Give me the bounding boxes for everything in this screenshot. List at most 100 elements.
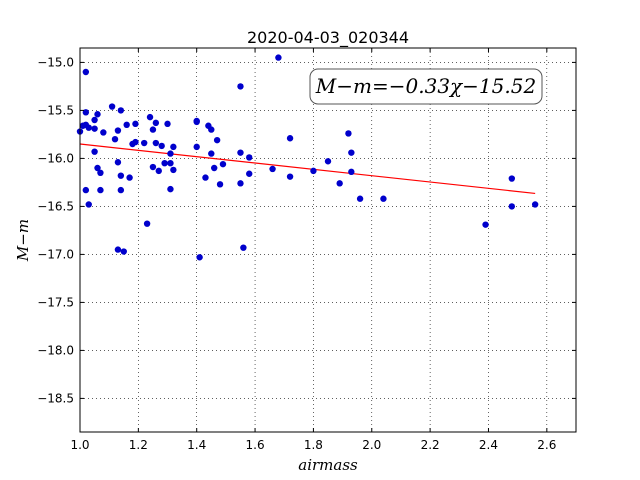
data-point [132, 120, 139, 128]
x-tick-label: 2.4 [479, 438, 498, 452]
data-point [193, 143, 200, 151]
data-point [85, 201, 92, 208]
y-tick-label: −17.5 [37, 295, 74, 309]
data-point [482, 221, 489, 228]
data-point [286, 135, 294, 142]
data-point [216, 181, 224, 188]
data-point [117, 186, 125, 194]
data-point [82, 186, 90, 194]
data-point [91, 125, 98, 132]
x-tick-label: 2.2 [421, 438, 440, 452]
y-tick-label: −16.5 [37, 199, 74, 213]
y-tick-label: −18.0 [37, 343, 74, 357]
y-tick-label: −18.5 [37, 391, 74, 405]
data-point [286, 173, 294, 180]
data-point [126, 174, 133, 181]
data-point [196, 254, 203, 261]
data-point [114, 127, 122, 134]
data-point [85, 124, 92, 131]
fit-equation: M−m=−0.33χ−15.52 [315, 74, 536, 98]
data-point [164, 120, 171, 128]
data-point [208, 150, 215, 157]
data-point [108, 103, 116, 110]
data-point [219, 160, 227, 168]
x-tick-label: 1.4 [187, 438, 206, 452]
data-point [82, 109, 90, 116]
data-point [170, 143, 177, 151]
y-tick-labels: −15.0 −15.5 −16.0 −16.5 −17.0 −17.5 −18.0 −18.5 [37, 55, 74, 405]
data-point [213, 136, 221, 144]
data-point [100, 129, 107, 136]
axis-ticks [79, 48, 576, 432]
data-point [269, 165, 276, 173]
data-point [246, 154, 253, 161]
data-point [132, 138, 139, 146]
data-point [149, 126, 157, 133]
y-tick-label: −15.5 [37, 103, 74, 117]
data-point [240, 244, 247, 251]
data-point [211, 164, 218, 172]
data-point [97, 186, 104, 194]
x-tick-label: 1.8 [304, 438, 323, 452]
data-point [82, 68, 90, 76]
data-point [120, 248, 127, 255]
data-point [508, 175, 516, 182]
chart-title: 2020-04-03_020344 [247, 28, 409, 48]
data-point [94, 164, 101, 172]
data-point [167, 185, 174, 193]
y-tick-label: −17.0 [37, 247, 74, 261]
data-point [161, 160, 168, 167]
plot-frame [79, 47, 577, 433]
data-point [167, 160, 174, 167]
data-point [152, 119, 160, 127]
data-point [97, 169, 104, 176]
data-point [275, 54, 282, 61]
data-point [123, 121, 130, 128]
data-point [237, 180, 244, 187]
data-point [146, 113, 154, 121]
data-point [531, 201, 539, 208]
data-points [76, 54, 539, 261]
data-point [345, 130, 352, 137]
data-point [246, 170, 253, 177]
data-point [91, 116, 98, 124]
x-tick-label: 2.6 [537, 438, 556, 452]
data-point [111, 136, 119, 143]
x-axis-label: airmass [298, 456, 358, 474]
data-point [208, 126, 215, 133]
data-point [310, 167, 317, 175]
data-point [324, 158, 332, 165]
data-point [114, 246, 122, 253]
data-point [94, 111, 101, 118]
data-point [143, 220, 151, 227]
data-point [114, 159, 122, 166]
data-point [348, 149, 355, 156]
data-point [117, 107, 125, 114]
x-tick-label: 1.0 [70, 438, 89, 452]
y-tick-label: −16.0 [37, 151, 74, 165]
y-axis-label: M−m [14, 219, 32, 262]
x-tick-label: 2.0 [362, 438, 381, 452]
data-point [237, 149, 244, 156]
data-point [91, 148, 98, 155]
data-point [193, 118, 200, 126]
x-tick-labels: 1.0 1.2 1.4 1.6 1.8 2.0 2.2 2.4 2.6 [70, 438, 556, 452]
data-point [356, 195, 364, 202]
data-point [117, 172, 125, 179]
y-tick-label: −15.0 [37, 55, 74, 69]
data-point [237, 83, 244, 90]
fit-line-group [79, 143, 536, 195]
data-point [508, 203, 516, 210]
x-tick-label: 1.2 [129, 438, 148, 452]
data-point [348, 168, 355, 176]
data-point [140, 139, 148, 147]
data-point [202, 174, 209, 181]
data-point [149, 163, 157, 171]
data-point [155, 167, 162, 175]
data-point [170, 166, 177, 174]
fit-equation-box [309, 68, 543, 105]
data-point [380, 195, 387, 202]
data-point [152, 139, 160, 147]
data-point [336, 180, 343, 187]
